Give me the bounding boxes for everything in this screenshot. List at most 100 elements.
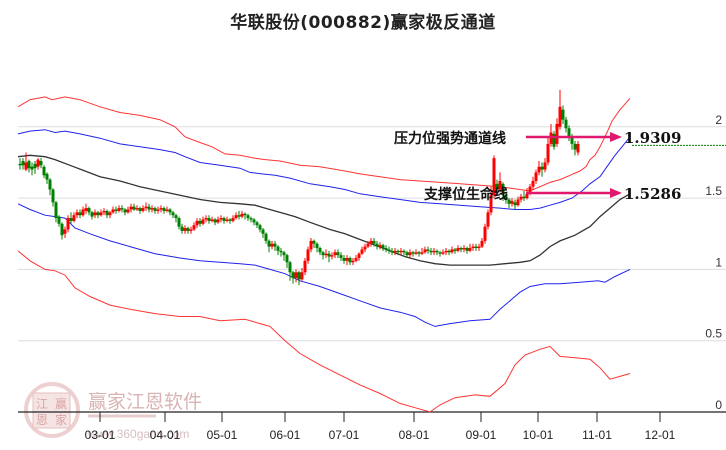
candle	[576, 143, 580, 153]
candle	[408, 252, 412, 256]
candle	[93, 212, 97, 216]
candle	[336, 252, 340, 256]
candle	[441, 252, 445, 254]
candle	[36, 159, 40, 167]
y-tick-label: 1	[715, 255, 722, 269]
candle	[453, 249, 457, 251]
candle	[402, 250, 406, 253]
candle	[327, 253, 331, 257]
candle	[543, 162, 547, 170]
candle	[42, 166, 46, 176]
candle	[291, 272, 295, 278]
candle	[153, 208, 157, 211]
candle	[372, 240, 376, 244]
candle	[513, 202, 517, 206]
candle	[534, 172, 538, 181]
candle	[375, 243, 379, 247]
candle	[138, 208, 142, 211]
candle	[240, 213, 244, 217]
candle	[528, 186, 532, 194]
candle	[360, 249, 364, 254]
y-tick-label: 1.5	[705, 184, 722, 198]
candle	[51, 189, 55, 203]
candle	[537, 166, 541, 173]
candle	[468, 248, 472, 251]
candle	[45, 173, 49, 180]
candle	[294, 272, 298, 278]
candle	[282, 252, 286, 256]
candle	[324, 253, 328, 256]
candle	[156, 209, 160, 211]
candle	[69, 218, 73, 221]
candle	[552, 133, 556, 147]
candle	[135, 208, 139, 210]
candle	[477, 246, 481, 249]
candle	[300, 272, 304, 280]
candle	[438, 252, 442, 254]
candle	[471, 246, 475, 249]
candle	[78, 212, 82, 216]
candle	[24, 162, 28, 170]
candle	[399, 250, 403, 253]
watermark-url: www.360gann.com	[87, 427, 189, 441]
candle	[129, 206, 133, 210]
candle	[33, 163, 37, 169]
candle	[381, 245, 385, 249]
candle	[498, 180, 502, 190]
candle	[117, 208, 121, 211]
candle	[264, 233, 268, 241]
candle	[489, 195, 493, 213]
candle	[60, 223, 64, 236]
candle	[159, 208, 163, 210]
candle	[459, 248, 463, 250]
candle	[564, 119, 568, 129]
candle	[168, 209, 172, 213]
candle	[213, 219, 217, 223]
candle	[231, 218, 235, 221]
resistance-value: 1.9309	[624, 129, 681, 147]
candle	[396, 250, 400, 253]
candle	[462, 248, 466, 250]
candle	[270, 243, 274, 247]
svg-text:江: 江	[36, 397, 48, 411]
candle	[345, 257, 349, 261]
candle	[285, 255, 289, 263]
candle	[474, 246, 478, 249]
x-tick-label: 06-01	[270, 428, 301, 442]
candle	[183, 228, 187, 231]
candle	[246, 215, 250, 219]
candle	[198, 220, 202, 224]
candle	[258, 225, 262, 230]
candle	[87, 208, 91, 213]
svg-text:恩: 恩	[36, 413, 48, 427]
candle	[297, 272, 301, 280]
x-axis: 03-01 04-01 05-01 06-01 07-01 08-01 09-01 10-01…	[18, 411, 726, 442]
candle	[141, 208, 145, 211]
candle	[426, 249, 430, 251]
candle	[237, 215, 241, 217]
candle	[228, 219, 232, 221]
x-tick-label: 12-01	[645, 428, 676, 442]
candle	[303, 260, 307, 273]
candle	[504, 195, 508, 200]
candle	[255, 222, 259, 226]
x-tick-label: 04-01	[150, 428, 181, 442]
candle	[261, 229, 265, 234]
candle	[510, 200, 514, 204]
candle	[267, 240, 271, 247]
candle	[207, 218, 211, 221]
candle	[105, 210, 109, 216]
candle	[99, 212, 103, 216]
candle	[108, 212, 112, 216]
candle	[546, 143, 550, 163]
candle	[147, 206, 151, 210]
x-tick-label: 07-01	[329, 428, 360, 442]
candle	[342, 257, 346, 261]
candle	[429, 250, 433, 253]
y-tick-label: 0.5	[705, 327, 722, 341]
candle	[234, 215, 238, 219]
candle	[414, 252, 418, 254]
candle	[405, 252, 409, 256]
support-annotation: 支撑位生命线 1.5286	[423, 185, 681, 203]
